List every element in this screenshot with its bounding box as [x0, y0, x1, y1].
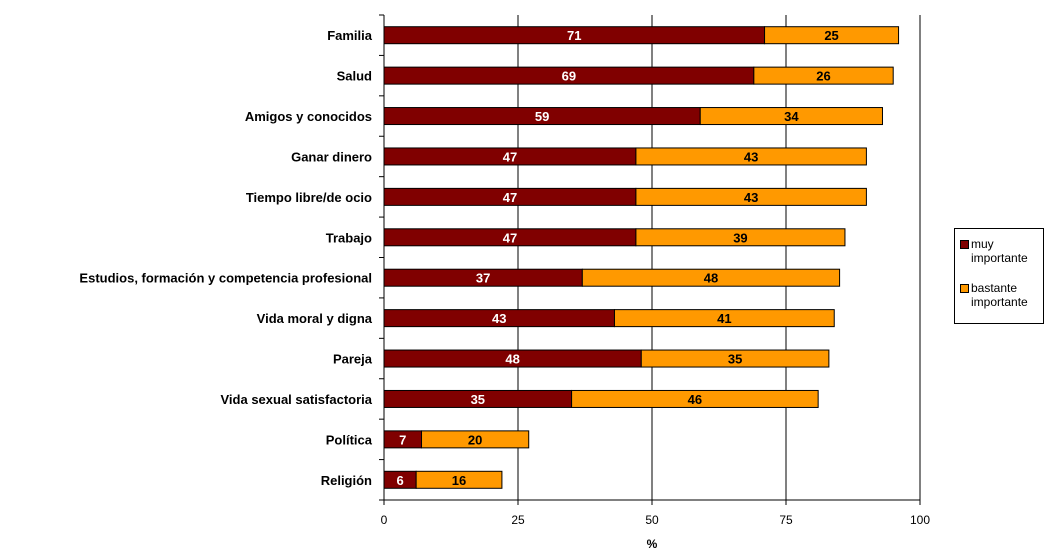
bar-politica-bastante-importante [421, 430, 530, 449]
data-label-estudios-formacion-y-competencia-profesional-bastante-importante: 48 [704, 271, 718, 286]
category-label-estudios-formacion-y-competencia-profesional: Estudios, formación y competencia profes… [79, 271, 372, 286]
bar-religion-bastante-importante [415, 470, 503, 489]
data-label-ganar-dinero-bastante-importante: 43 [744, 149, 758, 164]
category-label-tiempo-libre-de-ocio: Tiempo libre/de ocio [246, 190, 372, 205]
bar-vida-moral-y-digna-bastante-importante [613, 309, 835, 328]
legend-swatch-muy-importante [960, 240, 969, 249]
legend-item-muy-importante: muy importante [960, 237, 1041, 265]
data-label-amigos-y-conocidos-bastante-importante: 34 [784, 109, 799, 124]
data-label-familia-bastante-importante: 25 [824, 28, 838, 43]
bar-vida-sexual-satisfactoria-bastante-importante [571, 389, 819, 408]
data-label-amigos-y-conocidos-muy-importante: 59 [535, 109, 549, 124]
category-label-vida-moral-y-digna: Vida moral y digna [257, 311, 373, 326]
data-label-tiempo-libre-de-ocio-bastante-importante: 43 [744, 190, 758, 205]
category-label-amigos-y-conocidos: Amigos y conocidos [245, 109, 372, 124]
data-label-religion-muy-importante: 6 [396, 473, 403, 488]
data-label-religion-bastante-importante: 16 [452, 473, 466, 488]
legend-item-bastante-importante: bastante importante [960, 281, 1041, 309]
category-label-trabajo: Trabajo [326, 230, 372, 245]
data-label-pareja-muy-importante: 48 [505, 352, 519, 367]
x-tick-label-75: 75 [779, 513, 793, 527]
data-label-vida-sexual-satisfactoria-muy-importante: 35 [471, 392, 485, 407]
legend: muy importante bastante importante [954, 228, 1044, 324]
data-label-pareja-bastante-importante: 35 [728, 352, 742, 367]
bar-ganar-dinero-bastante-importante [635, 147, 867, 166]
bars [383, 26, 900, 489]
data-label-salud-muy-importante: 69 [562, 69, 576, 84]
bar-amigos-y-conocidos-bastante-importante [699, 107, 883, 126]
x-tick-label-0: 0 [381, 513, 388, 527]
data-label-trabajo-bastante-importante: 39 [733, 230, 747, 245]
axes: 0 25 50 75 100 [379, 14, 930, 527]
data-label-vida-sexual-satisfactoria-bastante-importante: 46 [688, 392, 702, 407]
bar-trabajo-bastante-importante [635, 228, 846, 247]
data-label-tiempo-libre-de-ocio-muy-importante: 47 [503, 190, 517, 205]
category-label-salud: Salud [337, 69, 372, 84]
data-label-trabajo-muy-importante: 47 [503, 230, 517, 245]
data-label-estudios-formacion-y-competencia-profesional-muy-importante: 37 [476, 271, 490, 286]
data-label-vida-moral-y-digna-muy-importante: 43 [492, 311, 506, 326]
data-label-salud-bastante-importante: 26 [816, 69, 830, 84]
data-label-ganar-dinero-muy-importante: 47 [503, 149, 517, 164]
legend-label-bastante-importante: bastante importante [971, 281, 1028, 309]
category-label-vida-sexual-satisfactoria: Vida sexual satisfactoria [220, 392, 372, 407]
category-label-politica: Política [326, 432, 373, 447]
data-label-vida-moral-y-digna-bastante-importante: 41 [717, 311, 731, 326]
bar-salud-bastante-importante [753, 66, 894, 85]
x-axis-title: % [647, 537, 658, 551]
bar-estudios-formacion-y-competencia-profesional-bastante-importante [581, 268, 841, 287]
category-label-ganar-dinero: Ganar dinero [291, 149, 372, 164]
gridlines [517, 15, 921, 500]
bar-familia-bastante-importante [764, 26, 900, 45]
category-label-pareja: Pareja [333, 352, 373, 367]
labels: 71 25 Familia 69 26 Salud 59 34 Amigos y conocid… [79, 28, 838, 488]
data-label-politica-bastante-importante: 20 [468, 432, 482, 447]
data-label-politica-muy-importante: 7 [399, 432, 406, 447]
x-tick-label-100: 100 [910, 513, 930, 527]
category-label-religion: Religión [321, 473, 372, 488]
x-tick-label-50: 50 [645, 513, 659, 527]
data-label-familia-muy-importante: 71 [567, 28, 581, 43]
category-label-familia: Familia [327, 28, 373, 43]
legend-label-muy-importante: muy importante [971, 237, 1028, 265]
bar-pareja-bastante-importante [640, 349, 830, 368]
legend-swatch-bastante-importante [960, 284, 969, 293]
x-tick-label-25: 25 [511, 513, 525, 527]
bar-tiempo-libre-de-ocio-bastante-importante [635, 187, 867, 206]
